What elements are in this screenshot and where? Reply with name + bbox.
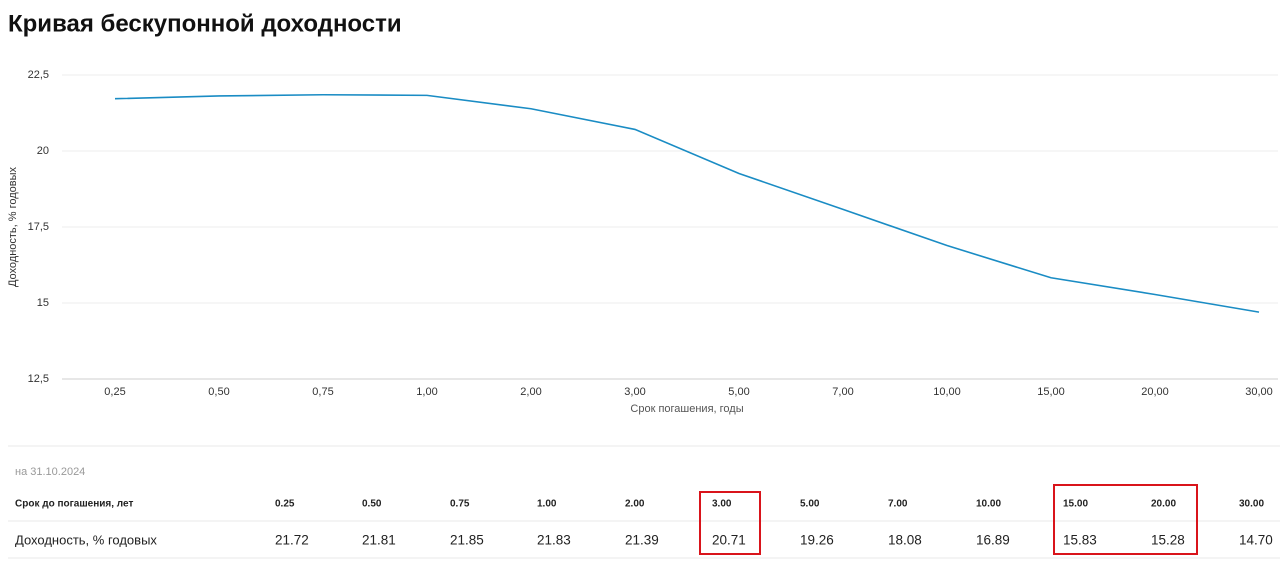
- highlight-box: [699, 491, 761, 555]
- table-cell: 20.71: [712, 533, 746, 548]
- x-tick-label: 20,00: [1141, 386, 1169, 398]
- table-header-cell: 3.00: [712, 499, 732, 510]
- line-series: [114, 93, 1260, 313]
- x-tick-label: 1,00: [416, 386, 437, 398]
- y-tick-label: 17,5: [28, 221, 49, 233]
- table-header-cell: 15.00: [1063, 499, 1088, 510]
- table-cell: 15.28: [1151, 533, 1185, 548]
- table-header-cell: 2.00: [625, 499, 645, 510]
- table-cell: 19.26: [800, 533, 834, 548]
- x-tick-label: 30,00: [1245, 386, 1273, 398]
- table-cell: 21.39: [625, 533, 659, 548]
- x-tick-label: 7,00: [832, 386, 853, 398]
- table-header-cell: 1.00: [537, 499, 557, 510]
- table-header-cell: 0.75: [450, 499, 470, 510]
- table-cell: 21.81: [362, 533, 396, 548]
- table-date: на 31.10.2024: [15, 466, 85, 478]
- y-axis-label: Доходность, % годовых: [7, 166, 19, 287]
- x-axis-label: Срок погашения, годы: [630, 403, 743, 415]
- chart-title: Кривая бескупонной доходности: [8, 10, 402, 37]
- table-header-cell: 5.00: [800, 499, 820, 510]
- table-cell: 14.70: [1239, 533, 1273, 548]
- table-header-cell: 7.00: [888, 499, 908, 510]
- table-cell: 18.08: [888, 533, 922, 548]
- x-tick-label: 15,00: [1037, 386, 1065, 398]
- x-tick-label: 0,50: [208, 386, 229, 398]
- table-cell: 15.83: [1063, 533, 1097, 548]
- table-cell: 21.83: [537, 533, 571, 548]
- y-tick-label: 15: [37, 297, 49, 309]
- table-header-cell: 30.00: [1239, 499, 1264, 510]
- table-cell: Доходность, % годовых: [15, 532, 157, 547]
- table-header-cell: 0.25: [275, 499, 295, 510]
- table-header-cell: 0.50: [362, 499, 382, 510]
- x-tick-label: 10,00: [933, 386, 961, 398]
- table-cell: 21.85: [450, 533, 484, 548]
- y-tick-label: 22,5: [28, 69, 49, 81]
- highlight-box: [1053, 484, 1198, 555]
- x-tick-label: 0,75: [312, 386, 333, 398]
- table-header-cell: 10.00: [976, 499, 1001, 510]
- table-cell: 16.89: [976, 533, 1010, 548]
- x-tick-label: 5,00: [728, 386, 749, 398]
- table-header-cell: 20.00: [1151, 499, 1176, 510]
- x-tick-label: 3,00: [624, 386, 645, 398]
- table-header-cell: Срок до погашения, лет: [15, 499, 133, 510]
- table-cell: 21.72: [275, 533, 309, 548]
- y-tick-label: 20: [37, 145, 49, 157]
- y-tick-label: 12,5: [28, 373, 49, 385]
- x-tick-label: 0,25: [104, 386, 125, 398]
- x-tick-label: 2,00: [520, 386, 541, 398]
